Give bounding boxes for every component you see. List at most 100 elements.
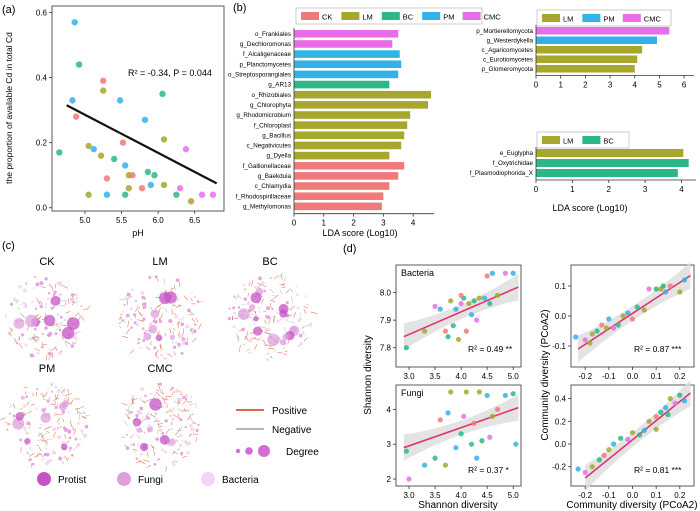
network-edge (71, 298, 75, 301)
axis-ticks: 0 1 2 3 4 (292, 28, 434, 228)
x-tick-label: 3 (608, 81, 613, 90)
data-point (458, 292, 464, 298)
network-node (184, 397, 188, 401)
network-edge (40, 286, 46, 288)
regression-line (577, 274, 691, 350)
network-edge (242, 343, 246, 346)
network-edge (258, 310, 262, 313)
network-node (233, 295, 236, 298)
network-label: LM (152, 256, 167, 268)
network-edge (26, 326, 30, 331)
network-node (73, 331, 78, 336)
bar (294, 111, 411, 119)
network-node (125, 446, 130, 450)
network-edge (174, 460, 179, 463)
network-legend: Positive Negative Degree Protist Fungi B… (37, 406, 319, 486)
network-edge (80, 406, 85, 408)
x-tick-label: 6 (682, 81, 687, 90)
network-node (271, 298, 275, 301)
x-tick-label: 1 (322, 219, 327, 228)
network-edge (133, 450, 136, 454)
data-point (658, 409, 664, 415)
network-node (146, 416, 150, 420)
network-node (28, 337, 33, 341)
network-edge (125, 328, 131, 334)
network-edge (55, 346, 57, 350)
x-tick-label: 3.0 (403, 372, 415, 381)
network-node (169, 388, 172, 391)
network-node (136, 410, 141, 414)
network-edge (125, 413, 131, 420)
x-tick-label: 4 (679, 185, 684, 194)
network-edge (121, 335, 129, 339)
data-point (494, 292, 501, 298)
bar-label: f_Alcaligenaceae (243, 51, 291, 58)
network-node (289, 288, 292, 291)
network-edge (147, 451, 149, 458)
network-node (23, 427, 27, 431)
legend-label: CK (322, 13, 332, 22)
panel-label-b: (b) (233, 2, 246, 14)
network-edge (172, 331, 175, 335)
x-tick-label: -0.2 (578, 491, 592, 500)
bar (536, 36, 657, 44)
network-node (171, 417, 175, 421)
network-node (129, 307, 133, 311)
network-edge (181, 316, 185, 321)
x-tick-label: 4.0 (456, 372, 468, 381)
network-node (79, 438, 82, 441)
x-tick-label: -0.2 (578, 372, 592, 381)
network-edge (163, 278, 165, 282)
network-edge (14, 338, 18, 345)
bar (294, 182, 390, 190)
network-edge (118, 316, 123, 321)
network-node (68, 436, 72, 440)
network-hub-node (62, 400, 69, 408)
network-edge (190, 433, 193, 436)
network-hub-node (66, 317, 80, 331)
data-point (615, 322, 621, 328)
panel-label-c: (c) (2, 240, 15, 252)
network-ck: CK (4, 256, 91, 361)
network-edge (126, 295, 133, 300)
network-node (63, 456, 66, 459)
x-tick-label: 5.0 (508, 372, 520, 381)
network-edge (56, 393, 59, 400)
network-edge (267, 353, 270, 355)
network-edge (146, 465, 152, 468)
network-hub-node (43, 314, 56, 327)
network-edge (52, 397, 60, 401)
data-point (432, 455, 438, 461)
network-edge (20, 407, 22, 410)
network-node (246, 301, 251, 306)
network-edge (71, 425, 75, 430)
network-node (36, 388, 39, 391)
network-node (83, 433, 88, 438)
data-point (422, 328, 428, 334)
network-cmc: CMC (121, 363, 200, 472)
data-point (641, 427, 647, 433)
data-point (646, 286, 652, 292)
network-edge (268, 318, 272, 324)
network-edge (32, 333, 35, 340)
network-edge (283, 353, 288, 356)
bacteria-swatch (201, 472, 215, 486)
legend-label: LM (362, 13, 372, 22)
x-tick-label: 5.5 (116, 216, 128, 225)
bar-label: e_Euglypha (500, 150, 534, 157)
bar (294, 151, 390, 160)
network-edge (275, 311, 279, 315)
network-edge (143, 418, 146, 420)
network-edge (175, 305, 182, 309)
bars: o_Frankiales g_Dechloromonas f_Alcaligenac… (228, 30, 432, 210)
network-node (140, 291, 145, 295)
network-edge (173, 284, 176, 290)
network-node (190, 427, 195, 432)
data-point (442, 462, 449, 468)
network-edge (37, 438, 44, 442)
network-edge (121, 402, 128, 406)
network-node (41, 332, 44, 336)
network-node (40, 345, 44, 349)
y-tick-label: 7.8 (380, 344, 392, 353)
network-edge (22, 412, 26, 417)
